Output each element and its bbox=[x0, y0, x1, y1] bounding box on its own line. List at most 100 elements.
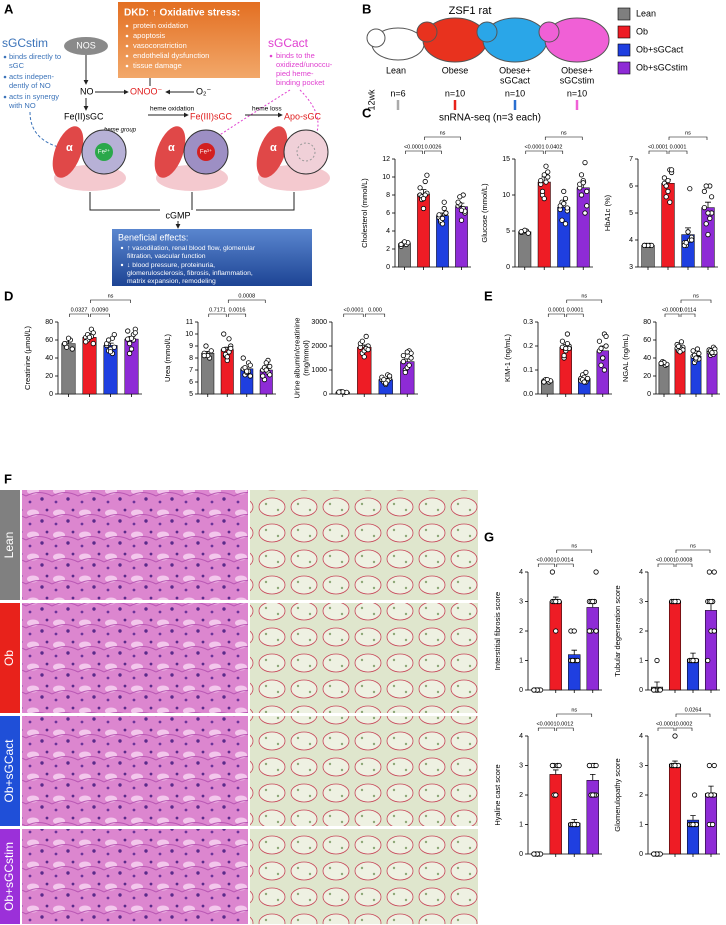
data-point bbox=[398, 241, 404, 248]
data-point bbox=[203, 343, 209, 349]
data-point bbox=[672, 733, 678, 739]
p-value: ns bbox=[440, 130, 446, 136]
data-point bbox=[439, 215, 446, 221]
y-tick-label: 6 bbox=[386, 210, 390, 217]
p-value: 0.0090 bbox=[92, 307, 109, 313]
bar bbox=[641, 245, 655, 268]
data-point bbox=[696, 350, 702, 357]
data-point bbox=[663, 183, 669, 189]
data-point bbox=[667, 199, 673, 205]
y-axis-label: (mg/mmol) bbox=[301, 340, 310, 376]
p-value: 0.0001 bbox=[670, 144, 687, 150]
bullet bbox=[120, 246, 124, 250]
data-point bbox=[361, 354, 367, 360]
p-value: ns bbox=[571, 707, 577, 713]
data-point bbox=[458, 207, 465, 213]
data-point bbox=[582, 210, 588, 216]
data-point bbox=[263, 367, 269, 373]
y-axis-label: Cholesterol (mmol/L) bbox=[360, 178, 369, 248]
effects-text: filtration, vascular function bbox=[127, 253, 206, 260]
bar-chart: 0 2 4 6 8 10 12 Cholesterol (mmol/L) <0.0001 0.00… bbox=[360, 130, 471, 271]
stim-text: acts indepen- bbox=[9, 72, 55, 81]
p-value: <0.0001 bbox=[648, 144, 668, 150]
bar-chart: 0 1 2 3 4 Glomerulopathy score <0.0001 0.0002 0.… bbox=[613, 707, 720, 858]
bar-chart: 5 6 7 8 9 10 11 Urea (mmol/L) 0.7171 0.0016 0.0008 bbox=[163, 293, 276, 398]
p-value: 0.000 bbox=[368, 307, 382, 313]
y-axis-label: Urine albumin/creatinine bbox=[292, 318, 301, 399]
metal-label: Fe²⁺ bbox=[98, 149, 110, 156]
y-tick-label: 60 bbox=[45, 337, 53, 344]
p-value: ns bbox=[693, 293, 699, 299]
stim-text: with NO bbox=[8, 101, 36, 110]
data-point bbox=[62, 340, 68, 347]
bar bbox=[706, 351, 718, 395]
data-point bbox=[571, 628, 577, 634]
y-tick-label: 12 bbox=[382, 156, 390, 163]
y-tick-label: 80 bbox=[643, 319, 651, 326]
y-tick-label: 0.2 bbox=[523, 343, 533, 350]
bullet bbox=[125, 34, 129, 38]
bar bbox=[704, 610, 718, 691]
panel-letter: B bbox=[362, 1, 371, 16]
group-label: Obese+ bbox=[561, 65, 593, 75]
connector bbox=[89, 192, 295, 211]
data-point bbox=[690, 657, 696, 664]
data-point bbox=[553, 628, 559, 634]
error-bar bbox=[589, 773, 596, 781]
p-value: 0.0114 bbox=[680, 307, 696, 313]
y-tick-label: 4 bbox=[639, 569, 643, 576]
data-point bbox=[387, 373, 393, 379]
y-axis-label: Glucose (mmol/L) bbox=[480, 183, 489, 243]
data-point bbox=[658, 360, 664, 366]
effects-text: glomerulosclerosis, fibrosis, inflammati… bbox=[127, 270, 253, 277]
comparison-bracket bbox=[657, 563, 675, 567]
step-label: heme loss bbox=[252, 106, 282, 113]
data-point bbox=[221, 346, 227, 353]
data-point bbox=[584, 375, 591, 381]
y-tick-label: 2 bbox=[639, 792, 643, 799]
data-point bbox=[580, 180, 586, 186]
data-point bbox=[651, 687, 657, 693]
p-value: 0.0001 bbox=[567, 307, 584, 313]
error-bar bbox=[552, 769, 559, 775]
comparison-bracket bbox=[664, 313, 680, 317]
error-bar bbox=[571, 649, 578, 655]
data-point bbox=[586, 762, 593, 769]
data-point bbox=[711, 628, 717, 634]
data-point bbox=[665, 178, 671, 184]
y-tick-label: 1 bbox=[519, 657, 523, 664]
act-arrow bbox=[211, 89, 291, 141]
data-point bbox=[518, 229, 524, 235]
data-point bbox=[336, 389, 342, 395]
data-point bbox=[267, 372, 273, 378]
data-point bbox=[598, 362, 604, 368]
data-point bbox=[571, 821, 577, 828]
data-point bbox=[711, 569, 717, 575]
bar-chart: 0 1000 2000 3000 Urine albumin/creatinine (mg… bbox=[292, 307, 418, 398]
effects-title: Beneficial effects: bbox=[118, 232, 188, 242]
data-point bbox=[701, 205, 708, 211]
data-point bbox=[709, 349, 715, 356]
subunit-label: α bbox=[270, 142, 277, 154]
data-point bbox=[359, 338, 365, 344]
comparison-bracket bbox=[566, 313, 584, 317]
data-point bbox=[584, 188, 590, 194]
sgc-illustration: α bbox=[256, 126, 330, 191]
sgc-state: Apo-sGC bbox=[284, 111, 322, 121]
p-value: <0.0001 bbox=[656, 557, 676, 563]
stim-text: acts in synergy bbox=[9, 92, 59, 101]
effects-text: ↑ vasodilation, renal blood flow, glomer… bbox=[127, 245, 256, 252]
bar-chart: 0 1 2 3 4 Hyaline cast score <0.0001 0.0012 ns bbox=[493, 707, 602, 858]
data-point bbox=[593, 762, 599, 769]
row-label: Ob+sGCstim bbox=[2, 842, 16, 911]
row-label: Lean bbox=[2, 532, 16, 559]
data-point bbox=[106, 337, 112, 343]
comparison-bracket bbox=[364, 313, 386, 317]
comparison-bracket bbox=[405, 150, 423, 154]
stim-name: sGCstim bbox=[2, 36, 48, 50]
y-tick-label: 6 bbox=[189, 379, 193, 386]
y-axis-label: HbA1c (%) bbox=[603, 194, 612, 231]
bar-chart: 0 20 40 60 80 Creatinine (μmol/L) 0.0327 0.0090… bbox=[23, 293, 142, 398]
bar-chart: 0.0 0.1 0.2 0.3 KIM-1 (ng/mL) 0.0001 0.0001 ns bbox=[503, 293, 612, 398]
